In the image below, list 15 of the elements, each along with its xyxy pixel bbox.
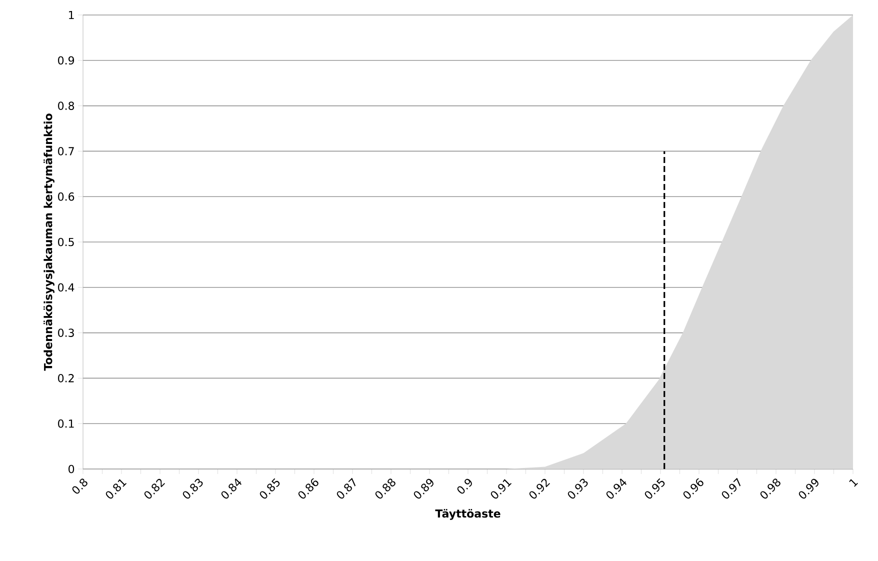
y-axis-title: Todennäköisyysjakauman kertymäfunktio xyxy=(44,114,54,371)
y-tick-label: 0.3 xyxy=(58,328,74,337)
x-tick-label: 0.9 xyxy=(457,478,472,494)
x-axis-title: Täyttöaste xyxy=(435,509,500,520)
y-tick-label: 0.7 xyxy=(58,147,74,156)
y-tick-label: 0 xyxy=(68,464,74,474)
y-tick-label: 0.8 xyxy=(58,102,74,110)
y-tick-label: 0.1 xyxy=(58,419,74,428)
x-tick-label: 1 xyxy=(849,479,858,487)
y-tick-label: 1 xyxy=(69,10,74,20)
y-tick-label: 0.9 xyxy=(58,56,74,65)
y-tick-label: 0.6 xyxy=(58,192,74,201)
y-tick-label: 0.4 xyxy=(58,283,74,292)
y-tick-label: 0.5 xyxy=(58,238,74,246)
y-tick-label: 0.2 xyxy=(58,374,74,382)
